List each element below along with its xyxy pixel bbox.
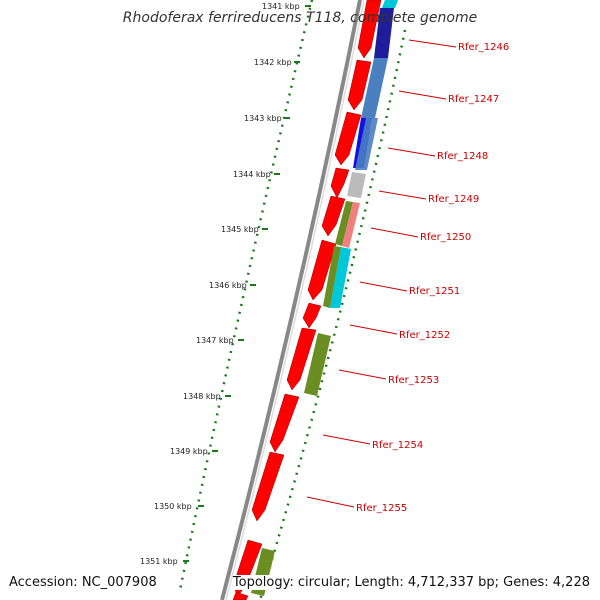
- gene-arrow: [307, 239, 337, 301]
- gene-label: Rfer_1251: [409, 286, 460, 297]
- genome-backbone-inner: [225, 0, 365, 600]
- gene-arrow: [321, 195, 346, 237]
- gene-labels: Rfer_1246 Rfer_1247 Rfer_1248 Rfer_1249 …: [306, 39, 509, 514]
- gene-label: Rfer_1246: [458, 42, 509, 53]
- kbp-label: 1349 kbp: [170, 447, 208, 456]
- genome-summary: Topology: circular; Length: 4,712,337 bp…: [232, 575, 590, 590]
- gene-leader-line: [408, 39, 457, 48]
- gene-arrow: [357, 0, 382, 59]
- cog-gene-olive: [335, 201, 353, 246]
- gene-arrow: [232, 591, 249, 600]
- kbp-ruler-line: [178, 0, 314, 591]
- gene-label: Rfer_1248: [437, 151, 488, 162]
- gene-label: Rfer_1255: [356, 503, 407, 514]
- kbp-label: 1341 kbp: [262, 2, 300, 11]
- accession-label: Accession: NC_007908: [9, 575, 157, 590]
- gene-arrow: [251, 451, 285, 522]
- kbp-label: 1346 kbp: [209, 281, 247, 290]
- kbp-label: 1347 kbp: [196, 336, 234, 345]
- gene-leader-line: [306, 496, 355, 508]
- gene-label: Rfer_1252: [399, 330, 450, 341]
- cog-gene-pink: [342, 202, 360, 248]
- gc-ruler-line: [258, 29, 407, 600]
- gene-leader-line: [378, 190, 427, 200]
- gene-label: Rfer_1249: [428, 194, 479, 205]
- kbp-label: 1343 kbp: [244, 114, 282, 123]
- gene-label: Rfer_1250: [420, 232, 471, 243]
- gene-arrow: [330, 167, 350, 199]
- kbp-ticks: 1341 kbp 1342 kbp 1343 kbp 1344 kbp 1345…: [140, 2, 311, 566]
- gene-arrow: [269, 393, 300, 453]
- gene-leader-line: [359, 281, 408, 292]
- cog-gene-olive-2: [323, 246, 341, 308]
- gene-label: Rfer_1253: [388, 375, 439, 386]
- gene-arrow: [334, 111, 362, 166]
- kbp-label: 1348 kbp: [183, 392, 221, 401]
- cog-gene-grey: [347, 172, 366, 198]
- cog-gene-olive-3: [304, 333, 331, 396]
- page-title: Rhodoferax ferrireducens T118, complete …: [122, 10, 478, 26]
- cog-gene-cyan-2: [330, 247, 351, 308]
- gene-label: Rfer_1254: [372, 440, 423, 451]
- cog-gene-blue: [361, 58, 388, 118]
- gene-leader-line: [387, 147, 436, 157]
- cog-gene-blue-2: [355, 118, 378, 170]
- cog-gene-cyan: [382, 0, 398, 8]
- gene-label: Rfer_1247: [448, 94, 499, 105]
- gene-leader-line: [322, 434, 371, 445]
- kbp-label: 1342 kbp: [254, 58, 292, 67]
- gene-leader-line: [338, 369, 387, 380]
- gene-leader-line: [349, 324, 398, 335]
- gene-leader-line: [370, 227, 419, 238]
- gene-arrow: [347, 59, 372, 111]
- cog-gene-darkblue: [374, 8, 394, 58]
- gene-arrow: [286, 327, 317, 391]
- kbp-label: 1350 kbp: [154, 502, 192, 511]
- genome-backbone: [220, 0, 362, 600]
- gene-leader-line: [398, 90, 447, 100]
- forward-strand-genes: [232, 0, 382, 600]
- kbp-label: 1351 kbp: [140, 557, 178, 566]
- kbp-label: 1344 kbp: [233, 170, 271, 179]
- kbp-label: 1345 kbp: [221, 225, 259, 234]
- gene-arrow: [302, 302, 322, 329]
